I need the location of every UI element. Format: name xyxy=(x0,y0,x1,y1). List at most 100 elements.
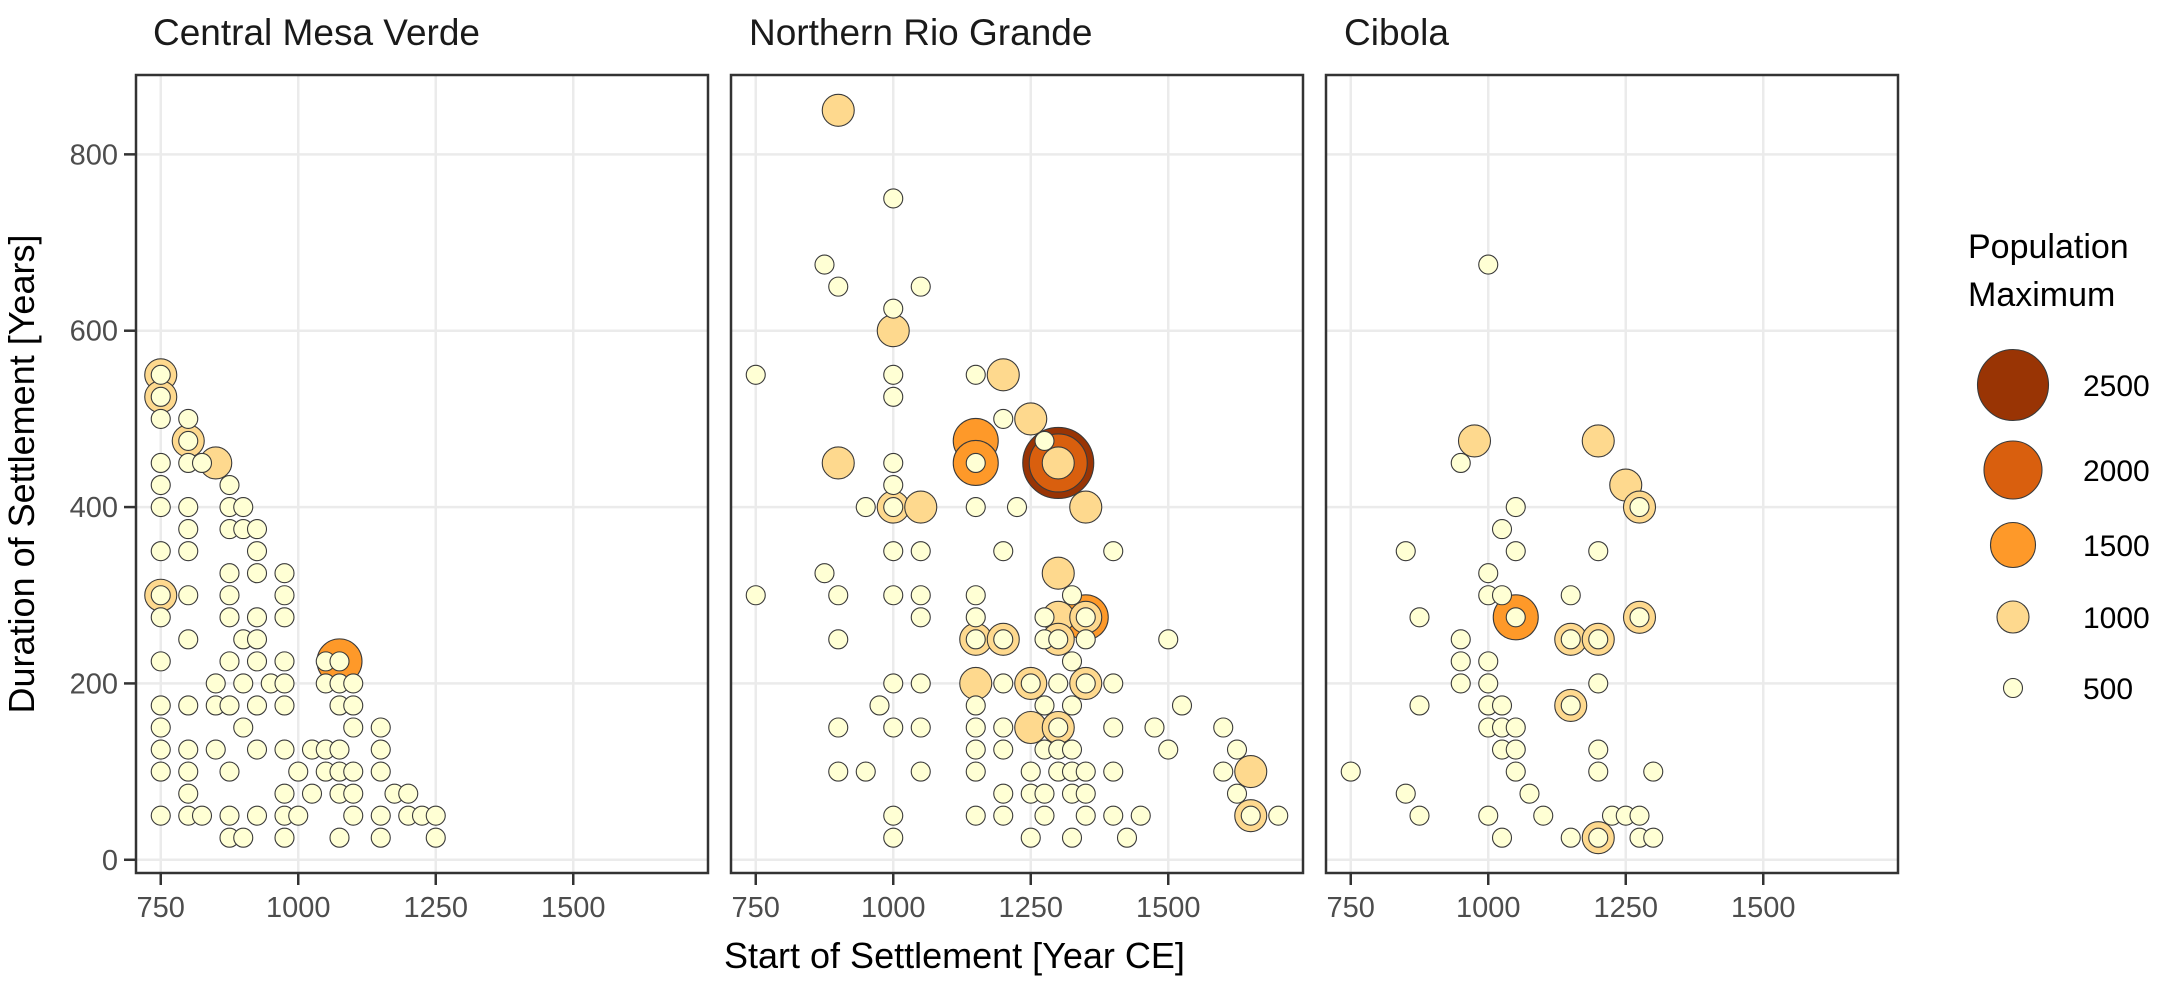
data-point xyxy=(191,805,213,826)
data-point xyxy=(274,607,295,628)
data-point xyxy=(1226,739,1248,760)
data-point xyxy=(828,629,849,650)
data-point xyxy=(1020,673,1041,694)
data-point xyxy=(274,563,295,584)
data-point xyxy=(246,629,268,650)
data-point xyxy=(150,717,171,738)
legend-key-2000 xyxy=(1983,440,2043,500)
data-point xyxy=(1103,541,1124,562)
data-point xyxy=(178,519,199,540)
data-point xyxy=(1034,805,1055,826)
data-point xyxy=(883,805,904,826)
data-point xyxy=(1103,805,1124,826)
data-point xyxy=(965,607,986,628)
data-point xyxy=(965,739,986,760)
data-point xyxy=(178,783,199,804)
y-tick-label: 400 xyxy=(70,492,118,524)
data-point xyxy=(1478,254,1499,275)
data-point xyxy=(329,651,350,672)
y-tick-label: 600 xyxy=(70,316,118,348)
data-point xyxy=(150,474,171,496)
panel-2: 750 1000 1250 1500 xyxy=(1324,73,1900,924)
data-point xyxy=(821,93,855,127)
data-point xyxy=(1158,629,1179,650)
data-point xyxy=(1491,519,1513,540)
data-point xyxy=(883,188,904,209)
data-point xyxy=(370,739,391,760)
data-point xyxy=(1588,541,1609,562)
data-point xyxy=(965,585,986,606)
data-point xyxy=(965,452,986,474)
facet-title-central-mesa-verde: Central Mesa Verde xyxy=(153,12,480,53)
data-point xyxy=(965,364,986,385)
data-point xyxy=(246,541,268,562)
panel-background xyxy=(1326,75,1898,873)
data-point xyxy=(1061,739,1083,760)
data-point xyxy=(246,519,268,540)
data-point xyxy=(178,541,199,562)
data-point xyxy=(828,585,849,606)
data-point xyxy=(288,761,309,782)
data-point xyxy=(1061,695,1083,716)
data-point xyxy=(178,695,199,716)
panel-background xyxy=(136,75,708,873)
data-point xyxy=(1048,673,1069,694)
x-tick-label: 1500 xyxy=(1731,892,1796,924)
data-point xyxy=(1041,556,1075,590)
data-point xyxy=(150,585,171,606)
data-point xyxy=(233,673,254,694)
data-point xyxy=(1457,424,1492,458)
y-axis-title: Duration of Settlement [Years] xyxy=(1,235,42,714)
data-point xyxy=(910,673,931,694)
data-point xyxy=(246,563,268,584)
data-point xyxy=(965,695,986,716)
data-point xyxy=(910,761,931,782)
data-point xyxy=(883,497,904,518)
data-point xyxy=(150,805,171,826)
data-point xyxy=(1395,783,1416,804)
data-point xyxy=(1075,761,1096,782)
data-point xyxy=(986,358,1020,392)
data-point xyxy=(993,541,1014,562)
data-point xyxy=(1034,783,1055,804)
data-point xyxy=(855,761,876,782)
x-tick-label: 1250 xyxy=(403,892,468,924)
data-point xyxy=(219,805,240,826)
data-point xyxy=(246,607,268,628)
x-tick-label: 1000 xyxy=(1456,892,1521,924)
data-point xyxy=(1034,607,1055,628)
legend-key-2500 xyxy=(1976,348,2050,422)
data-point xyxy=(150,761,171,782)
data-point xyxy=(246,805,268,826)
data-point xyxy=(1213,717,1234,738)
data-point xyxy=(1075,783,1096,804)
data-point xyxy=(883,474,904,496)
data-point xyxy=(178,629,199,650)
data-point xyxy=(1450,629,1471,650)
data-point xyxy=(828,717,849,738)
data-point xyxy=(828,276,849,297)
data-point xyxy=(343,717,364,738)
data-point xyxy=(274,651,295,672)
data-point xyxy=(219,761,240,782)
data-point xyxy=(150,607,171,628)
data-point xyxy=(1061,827,1083,848)
data-point xyxy=(246,695,268,716)
data-point xyxy=(219,563,240,584)
data-point xyxy=(1450,452,1471,474)
legend-title-line2: Maximum xyxy=(1968,276,2115,314)
data-point xyxy=(1014,402,1048,436)
data-point xyxy=(965,629,986,650)
data-point xyxy=(1268,805,1289,826)
data-point xyxy=(425,827,446,848)
legend-label-500: 500 xyxy=(2083,673,2133,706)
data-point xyxy=(883,717,904,738)
data-point xyxy=(1340,761,1361,782)
data-point xyxy=(205,739,226,760)
data-point xyxy=(965,717,986,738)
data-point xyxy=(1505,607,1526,628)
data-point xyxy=(1643,761,1664,782)
data-point xyxy=(883,364,904,385)
data-point xyxy=(1130,805,1151,826)
